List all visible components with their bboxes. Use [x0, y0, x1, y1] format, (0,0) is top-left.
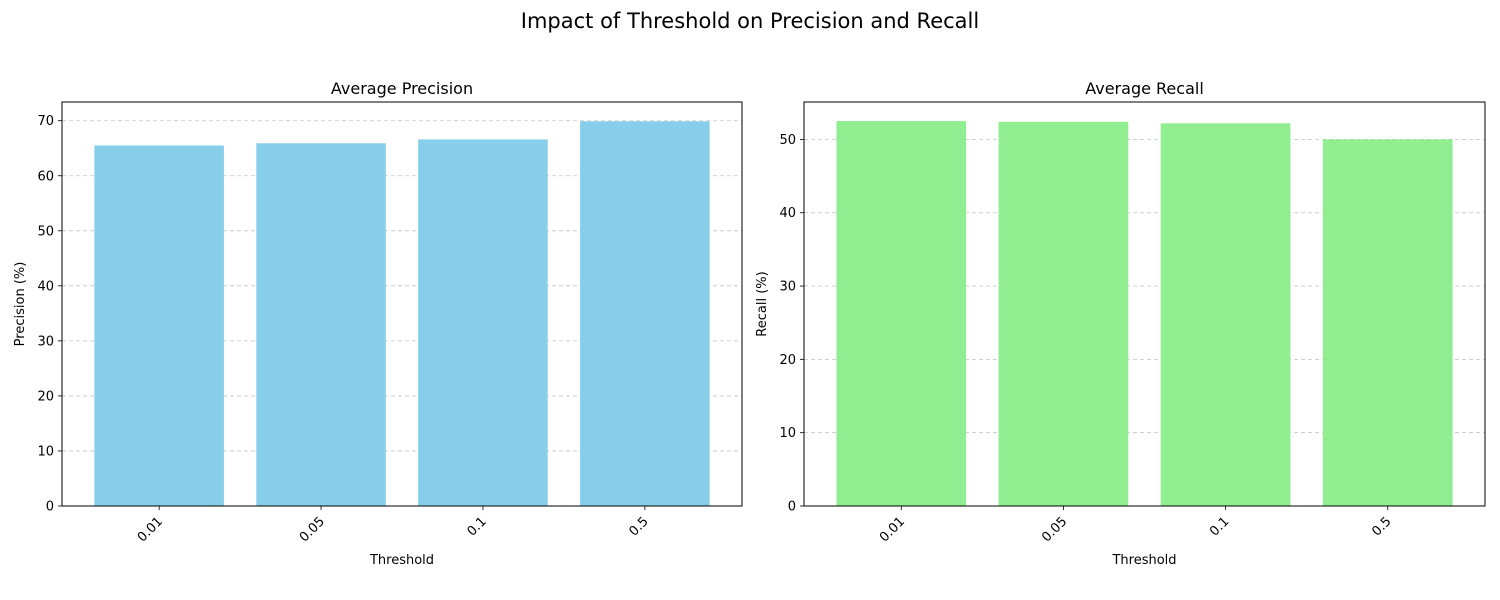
precision-axes-frame: [61, 101, 743, 507]
recall-bar-0.05: [998, 121, 1129, 507]
recall-bar-0.5: [1322, 139, 1453, 506]
precision-bar-0.1: [418, 139, 548, 506]
chart-panels: 0.01 0.05 0.1 0.5 0 10 20 30 40 50 60 70 Average Pre…: [13, 79, 1486, 568]
precision-xtick-label-1: 0.05: [297, 514, 328, 545]
precision-panel: 0.01 0.05 0.1 0.5 0 10 20 30 40 50 60 70 Average Pre…: [13, 79, 743, 568]
recall-xtick-label-2: 0.1: [1207, 514, 1232, 539]
recall-ylabel: Recall (%): [755, 271, 770, 336]
recall-ytick-label-5: 50: [779, 133, 796, 148]
precision-xtick-label-2: 0.1: [465, 514, 490, 539]
precision-xtick-label-0: 0.01: [135, 514, 166, 545]
figure-title: Impact of Threshold on Precision and Rec…: [521, 9, 979, 33]
precision-ytick-label-6: 60: [37, 169, 54, 184]
precision-bar-0.01: [94, 145, 224, 506]
precision-xtick-label-3: 0.5: [626, 514, 651, 539]
precision-ylabel: Precision (%): [13, 262, 28, 347]
precision-xlabel: Threshold: [369, 553, 434, 568]
precision-ytick-label-0: 0: [46, 500, 54, 515]
recall-bar-0.01: [836, 121, 967, 506]
precision-ytick-label-5: 50: [37, 224, 54, 239]
precision-axes-title: Average Precision: [331, 79, 473, 98]
recall-panel: 0.01 0.05 0.1 0.5 0 10 20 30 40 50 Average Recall T…: [755, 79, 1486, 568]
precision-bar-0.5: [580, 121, 710, 506]
recall-axes-title: Average Recall: [1085, 79, 1204, 98]
recall-xtick-label-3: 0.5: [1369, 514, 1394, 539]
precision-ytick-label-2: 20: [37, 389, 54, 404]
recall-ytick-label-2: 20: [779, 353, 796, 368]
recall-axes-frame: [803, 101, 1486, 507]
precision-ytick-label-4: 40: [37, 279, 54, 294]
recall-ytick-label-1: 10: [779, 426, 796, 441]
precision-bar-0.05: [256, 143, 386, 507]
recall-ytick-label-4: 40: [779, 206, 796, 221]
precision-ytick-label-7: 70: [37, 114, 54, 129]
precision-ytick-label-1: 10: [37, 444, 54, 459]
precision-ytick-label-3: 30: [37, 334, 54, 349]
recall-xtick-label-0: 0.01: [877, 514, 908, 545]
recall-ytick-label-0: 0: [788, 500, 796, 515]
recall-ytick-label-3: 30: [779, 280, 796, 295]
recall-xlabel: Threshold: [1111, 553, 1176, 568]
recall-xtick-label-1: 0.05: [1039, 514, 1070, 545]
recall-bar-0.1: [1160, 123, 1291, 507]
